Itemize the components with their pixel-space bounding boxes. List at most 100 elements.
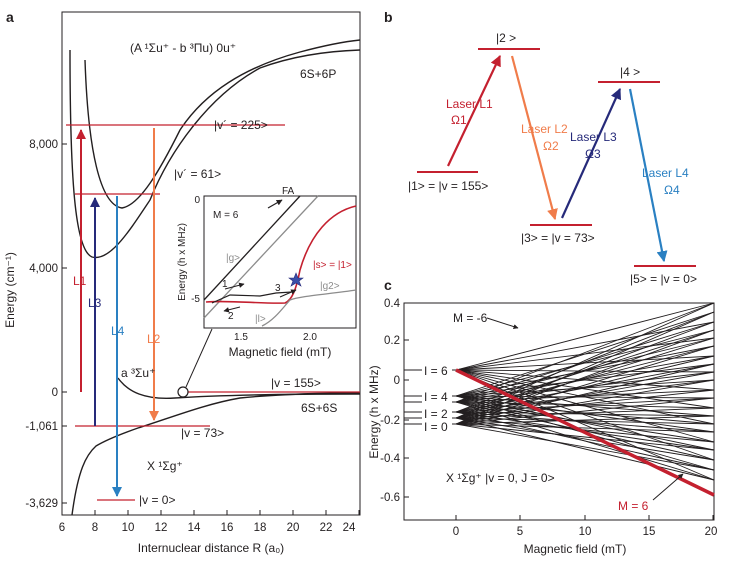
panel-a-y-tick: 4,000 — [29, 263, 58, 275]
inset-l-label: |l> — [255, 314, 266, 325]
inset-y-tick: 0 — [194, 195, 200, 206]
inset-path-2: 2 — [228, 311, 234, 322]
inset-x-tick: 2.0 — [303, 332, 317, 343]
m-minus-bg — [450, 310, 512, 324]
level-v225-label: |v´ = 225> — [214, 118, 268, 132]
panel-a-x-tick: 16 — [221, 522, 234, 534]
zeeman-line — [455, 329, 715, 397]
laser-l4-transition — [628, 88, 668, 263]
zeeman-line — [455, 311, 715, 397]
panel-c-y-tick: -0.2 — [380, 415, 400, 427]
zeeman-line — [455, 389, 715, 419]
inset-star-icon — [288, 272, 304, 287]
level-v61-label: |v´ = 61> — [174, 167, 221, 181]
zeeman-line — [455, 397, 715, 413]
inset-m-label: M = 6 — [213, 210, 239, 221]
zeeman-line — [455, 345, 715, 413]
m-minus-arrow — [486, 317, 519, 329]
level-5-label: |5> = |v = 0> — [630, 272, 697, 286]
m-minus-label: M = -6 — [453, 311, 488, 325]
inset-path-3: 3 — [275, 283, 281, 294]
asymptote-6s6s: 6S+6S — [301, 401, 337, 415]
panel-a: a 6 8 10 12 14 16 18 20 22 24 Internucle… — [3, 9, 361, 555]
upper-state-label: (A ¹Σu⁺ - b ³Πu) 0u⁺ — [130, 41, 236, 55]
zeeman-line — [455, 397, 715, 425]
level-v0-label: |v = 0> — [139, 493, 175, 507]
triplet-state-label: a ³Σu⁺ — [121, 366, 155, 380]
zeeman-line — [455, 302, 715, 419]
inset-g2-curve — [261, 289, 357, 327]
panel-a-x-tick: 24 — [343, 522, 356, 534]
zeeman-line — [455, 379, 715, 425]
inset-y-label: Energy (h x MHz) — [177, 223, 188, 301]
m-plus-arrow — [652, 473, 684, 501]
panel-c-x-tick: 5 — [517, 526, 523, 538]
zeeman-line — [455, 302, 715, 403]
ground-state-label: X ¹Σg⁺ — [147, 459, 183, 473]
panel-b-letter: b — [384, 9, 393, 25]
zeeman-line — [455, 329, 715, 413]
zeeman-line — [455, 321, 715, 371]
panel-c-x-tick: 10 — [579, 526, 592, 538]
l4-label: L4 — [111, 324, 125, 338]
zeeman-line — [455, 321, 715, 419]
panel-c-y-tick: 0 — [394, 375, 400, 387]
laser-l2-transition — [510, 55, 558, 221]
level-v73-label: |v = 73> — [181, 426, 224, 440]
state-label: X ¹Σg⁺ |v = 0, J = 0> — [446, 471, 555, 485]
zeeman-line — [455, 415, 715, 425]
panel-a-x-tick: 20 — [287, 522, 300, 534]
i6-label-bg — [422, 364, 452, 378]
inset-y-tick: -5 — [191, 294, 200, 305]
inset-arrow-2 — [223, 306, 241, 313]
panel-c-y-label: Energy (h x MHz) — [367, 365, 381, 458]
laser-l3-name: Laser L3 — [570, 130, 617, 144]
zeeman-line — [455, 417, 715, 425]
zeeman-line — [455, 411, 715, 433]
panel-c-frame — [403, 302, 715, 521]
panel-a-y-tick: -3,629 — [25, 498, 58, 510]
zeeman-line — [455, 363, 715, 413]
inset-fa-label: FA — [282, 186, 295, 197]
inset-path — [211, 291, 293, 304]
l1-label: L1 — [73, 274, 87, 288]
zeeman-line — [455, 423, 715, 471]
laser-l1-rabi: Ω1 — [451, 113, 467, 127]
panel-a-x-tick: 10 — [122, 522, 135, 534]
zeeman-line — [455, 337, 715, 419]
panel-a-x-tick: 22 — [320, 522, 333, 534]
panel-a-x-tick: 18 — [254, 522, 267, 534]
panel-a-y-ticks — [62, 143, 67, 504]
inset-arrow-3 — [279, 289, 297, 298]
laser-l3-transition — [560, 87, 622, 219]
upper-state-curve-1 — [69, 49, 361, 259]
level-v155-label: |v = 155> — [271, 376, 321, 390]
l2-label: L2 — [147, 332, 161, 346]
panel-c-y-tick: -0.6 — [380, 492, 400, 504]
inset-g2-label: |g2> — [320, 281, 340, 292]
i6-label: I = 6 — [424, 364, 448, 378]
panel-a-x-tick: 8 — [92, 522, 98, 534]
laser-l3-rabi: Ω3 — [585, 147, 601, 161]
panel-a-y-tick: -1,061 — [25, 421, 58, 433]
i4-label: I = 4 — [424, 390, 448, 404]
laser-l1-name: Laser L1 — [446, 97, 493, 111]
laser-l1-transition — [447, 55, 501, 167]
zeeman-line — [455, 423, 715, 433]
level-1-label: |1> = |v = 155> — [408, 179, 488, 193]
upper-state-curve-2 — [84, 39, 361, 209]
zeeman-line — [455, 329, 715, 425]
m6-highlight-line — [455, 368, 715, 497]
panel-c-x-tick: 0 — [453, 526, 459, 538]
zeeman-line — [455, 302, 715, 371]
inset-s-label: |s> = |1> — [313, 260, 352, 271]
zeeman-line — [455, 311, 715, 425]
triplet-state-curve — [117, 377, 361, 400]
panel-c-y-tick: 0.4 — [384, 298, 401, 310]
m-plus-bg — [615, 498, 665, 512]
panel-c-y-tick: -0.4 — [380, 453, 400, 465]
zeeman-line — [455, 417, 715, 461]
i0-label: I = 0 — [424, 420, 448, 434]
zeeman-line — [455, 395, 715, 417]
